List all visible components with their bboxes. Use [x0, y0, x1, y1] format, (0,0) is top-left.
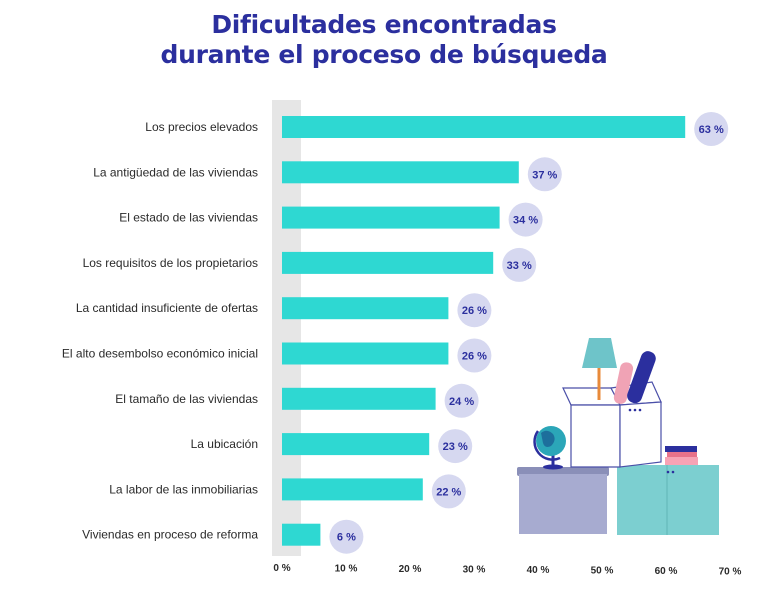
data-label: 24 % — [449, 396, 474, 408]
bar — [282, 251, 494, 274]
value-bubble — [438, 429, 473, 464]
value-bubble — [457, 293, 492, 328]
x-tick-label: 0 % — [273, 563, 290, 574]
value-bubble — [527, 157, 562, 192]
x-tick-label: 40 % — [527, 565, 550, 576]
data-label: 23 % — [443, 441, 468, 453]
category-label: Los precios elevados — [145, 120, 258, 134]
category-label: La labor de las inmobiliarias — [109, 482, 258, 496]
category-label: Viviendas en proceso de reforma — [82, 528, 258, 542]
data-label: 63 % — [699, 124, 724, 136]
bar — [282, 478, 423, 501]
data-label: 37 % — [532, 169, 557, 181]
category-label: El alto desembolso económico inicial — [62, 347, 258, 361]
value-bubble — [329, 519, 364, 554]
data-label: 26 % — [462, 305, 487, 317]
data-label: 22 % — [436, 486, 461, 498]
x-tick-label: 50 % — [591, 566, 614, 577]
x-axis-ticks: 0 % 10 % 20 % 30 % 40 % 50 % 60 % 70 % — [273, 563, 741, 578]
books-icon — [665, 446, 698, 465]
value-bubble — [694, 112, 729, 146]
lamp-icon — [582, 338, 617, 400]
bar — [282, 342, 449, 365]
chart-title: Dificultades encontradas durante el proc… — [0, 10, 768, 70]
category-label: La cantidad insuficiente de ofertas — [76, 301, 258, 315]
bar — [282, 206, 500, 229]
cabinet-body — [519, 474, 607, 534]
cardboard-box-icon — [562, 338, 662, 468]
chart-title-line-1: Dificultades encontradas — [211, 10, 557, 39]
x-tick-label: 10 % — [335, 564, 358, 575]
value-bubble — [431, 474, 466, 509]
bar — [282, 387, 436, 410]
data-label: 6 % — [337, 532, 356, 544]
moving-illustration — [517, 338, 719, 535]
cabinet-top — [517, 467, 609, 476]
data-label: 34 % — [513, 215, 538, 227]
bar — [282, 161, 519, 184]
category-label: La antigüedad de las viviendas — [93, 165, 258, 179]
category-label: Los requisitos de los propietarios — [83, 256, 258, 270]
x-tick-label: 60 % — [655, 566, 678, 577]
bar — [282, 116, 686, 138]
bar — [282, 433, 430, 456]
bar — [282, 297, 449, 320]
bar — [282, 523, 321, 546]
value-bubble — [502, 247, 537, 282]
floor-box — [617, 465, 719, 535]
value-bubble — [444, 383, 479, 418]
category-label: El estado de las viviendas — [119, 211, 258, 225]
x-tick-label: 70 % — [719, 567, 742, 578]
data-label: 26 % — [462, 351, 487, 363]
x-tick-label: 30 % — [463, 565, 486, 576]
value-bubble — [508, 202, 543, 237]
x-tick-label: 20 % — [399, 564, 422, 575]
bars-group: Los precios elevados 63 % La antigüedad de… — [62, 112, 729, 554]
category-label: El tamaño de las viviendas — [115, 392, 258, 406]
category-label: La ubicación — [191, 437, 258, 451]
value-bubble — [457, 338, 492, 373]
globe-icon — [533, 426, 566, 470]
chart-title-line-2: durante el proceso de búsqueda — [160, 40, 608, 69]
data-label: 33 % — [507, 260, 532, 272]
